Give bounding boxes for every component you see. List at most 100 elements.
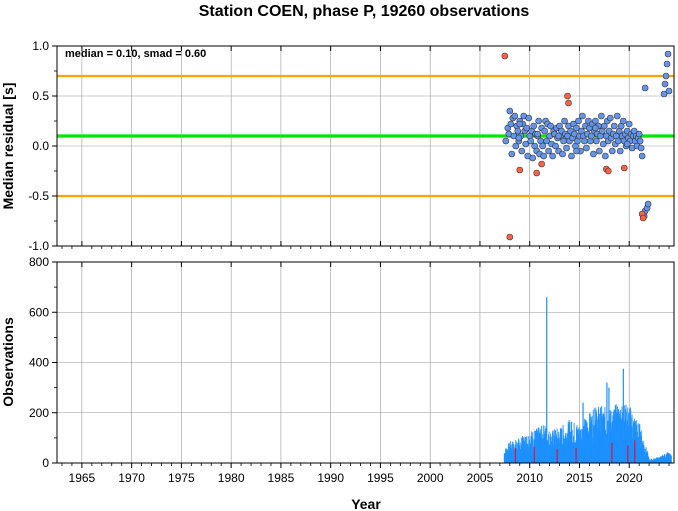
residual-point [635,130,643,138]
chart-title: Station COEN, phase P, 19260 observation… [199,3,530,20]
residual-point [523,124,531,132]
residual-point [560,137,567,145]
residual-point [588,132,595,140]
residual-point [581,137,588,145]
observations-y-ticks: 0 200 400 600 800 [29,255,57,470]
observations-y-axis-label: Observations [0,317,16,407]
residual-point [512,142,520,150]
highlight-bar [533,446,535,463]
highlight-bar [627,445,629,463]
observation-bar [591,424,593,463]
residual-point [665,87,673,95]
observation-bar [644,448,646,463]
x-tick-label: 1965 [69,471,96,485]
residual-point [540,152,547,160]
residual-point [575,117,582,125]
residual-point [527,137,534,145]
observation-bar [629,412,631,463]
residual-point [619,117,627,125]
outlier-point [501,52,509,60]
residual-point [514,127,522,135]
observation-bar [662,456,664,463]
residual-point [518,147,526,155]
residual-point [613,112,621,120]
outlier-point [538,160,545,168]
residual-point [543,137,550,145]
observation-bar [546,297,548,463]
residual-point [610,122,618,130]
x-axis-label: Year [351,496,381,511]
residual-point [623,140,631,148]
residual-y-ticks: -1.0 -0.5 0.0 0.5 1.0 [28,39,57,253]
residual-point [549,152,556,160]
residual-point [583,144,590,152]
observation-bar [582,402,584,463]
residual-point [660,90,668,98]
residual-point [502,137,510,145]
residual-point [579,112,586,120]
residual-point [535,117,542,125]
x-tick-label: 2015 [566,471,593,485]
y-tick-label: 800 [29,255,49,269]
y-tick-label: -0.5 [28,189,49,203]
highlight-bar [634,440,636,463]
outlier-point [564,92,571,100]
residual-point [662,72,670,80]
residual-point [515,134,523,142]
residual-point [522,140,530,148]
residual-point [638,152,646,160]
residual-point [636,137,644,145]
median-smad-annotation: median = 0.10, smad = 0.60 [65,48,206,60]
outlier-point [516,166,524,174]
residual-point [602,152,609,160]
observation-bar [598,410,600,463]
residual-x-ticks [61,46,670,249]
y-tick-label: 0.0 [32,139,49,153]
x-tick-label: 1995 [367,471,394,485]
outlier-point [506,233,514,241]
residual-point [607,114,614,122]
residual-point [573,124,580,132]
residual-y-axis-label: Median residual [s] [0,83,16,210]
outlier-point [605,167,612,175]
residual-point [593,137,600,145]
residual-point [545,147,552,155]
residual-point [661,80,669,88]
x-tick-label: 1980 [218,471,245,485]
residual-point [516,120,524,128]
x-tick-label: 2005 [467,471,494,485]
observation-bar [590,417,592,463]
outlier-point [565,99,572,107]
observation-bar [592,409,594,463]
residual-point [547,122,554,130]
residual-point [644,200,652,208]
residual-point [590,150,597,158]
observation-bar [670,455,672,463]
x-tick-label: 1975 [168,471,195,485]
residual-point [563,144,570,152]
outlier-point [620,164,628,172]
y-tick-label: 0 [42,456,49,470]
observation-bar [567,424,569,463]
observation-bar [664,454,666,463]
highlight-bar [514,447,516,463]
highlight-bar [575,447,577,463]
outlier-point [533,169,540,177]
residual-point [592,117,599,125]
highlight-bar [556,449,558,463]
y-tick-label: 200 [29,406,49,420]
residual-point [664,50,672,58]
x-tick-label: 1970 [118,471,145,485]
observation-bar [606,382,608,463]
observation-bar [615,404,617,463]
residual-point [529,154,536,162]
observation-bar [566,433,568,463]
residual-point [573,147,580,155]
observation-bar [617,411,619,463]
residual-point [616,147,624,155]
residual-point [530,122,537,130]
residual-point [561,117,568,125]
y-tick-label: -1.0 [28,239,49,253]
observation-bar [525,437,526,463]
